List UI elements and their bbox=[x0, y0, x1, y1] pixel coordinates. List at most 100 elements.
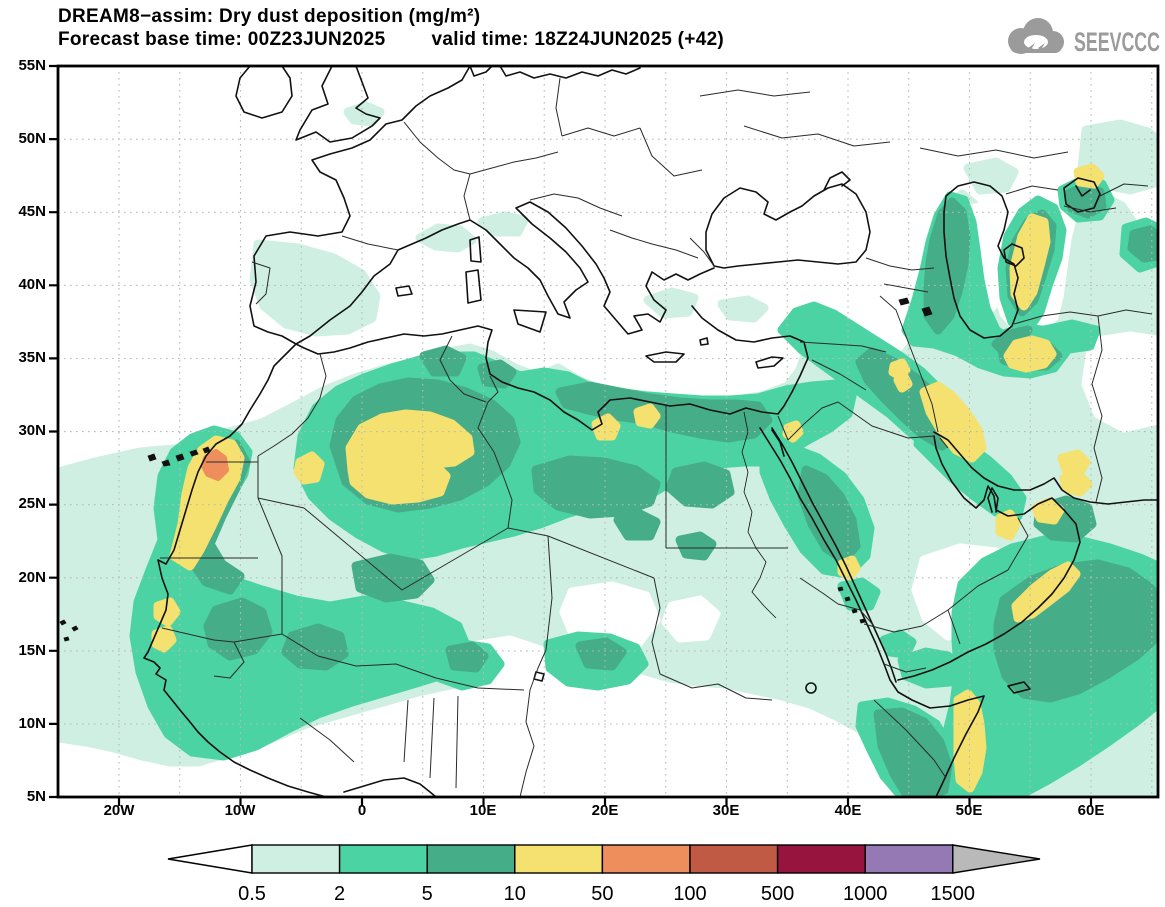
seevccc-logo: SEEVCCC bbox=[1008, 18, 1160, 57]
colorbar: 0.5 2 5 10 50 100 500 1000 1500 bbox=[167, 844, 1041, 905]
contour-blob bbox=[717, 295, 769, 323]
country-borders bbox=[160, 77, 1153, 797]
colorbar-label: 5 bbox=[422, 883, 433, 905]
colorbar-label: 100 bbox=[673, 883, 706, 905]
white-hole bbox=[1081, 331, 1158, 433]
valid-time: valid time: 18Z24JUN2025 (+42) bbox=[431, 29, 725, 50]
cape-verde-islands bbox=[59, 619, 79, 642]
cloud-icon-chevron bbox=[1038, 43, 1045, 53]
contour-blob bbox=[1011, 561, 1081, 623]
contour-blob bbox=[419, 345, 467, 377]
contour-blob bbox=[893, 373, 913, 393]
contour-blob bbox=[873, 707, 953, 797]
colorbar-label: 2 bbox=[334, 883, 345, 905]
contour-blob bbox=[1127, 225, 1158, 263]
coast-blacksea bbox=[705, 171, 871, 269]
colorbar-segment bbox=[601, 844, 691, 874]
contour-blob bbox=[477, 211, 529, 237]
lat-label-25n: 25N bbox=[18, 495, 46, 512]
lon-label-0: 0 bbox=[357, 802, 367, 819]
colorbar-segment bbox=[864, 844, 954, 874]
coast-europe bbox=[235, 66, 715, 345]
contour-blob bbox=[923, 197, 971, 335]
contour-blob bbox=[345, 409, 475, 505]
colorbar-segment bbox=[251, 844, 341, 874]
colorbar-label: 0.5 bbox=[238, 883, 266, 905]
colorbar-label: 50 bbox=[591, 883, 613, 905]
colorbar-under-arrow bbox=[167, 844, 253, 874]
borders-mideast bbox=[777, 183, 1153, 645]
chart-title: DREAM8−assim: Dry dust deposition (mg/m²… bbox=[58, 6, 481, 27]
lat-label-35n: 35N bbox=[18, 349, 46, 366]
contour-blob bbox=[995, 509, 1021, 541]
contour-blob bbox=[675, 531, 717, 561]
contour-blob bbox=[351, 553, 435, 603]
coast-mediterranean-africa bbox=[295, 305, 809, 431]
lat-label-15n: 15N bbox=[18, 642, 46, 659]
graticule-lines bbox=[58, 66, 1158, 797]
forecast-base-time: Forecast base time: 00Z23JUN2025 bbox=[58, 29, 386, 50]
lat-label-45n: 45N bbox=[18, 203, 46, 220]
nile-river bbox=[741, 411, 777, 619]
logo-text: SEEVCCC bbox=[1074, 27, 1160, 57]
contour-blob bbox=[897, 647, 965, 689]
colorbar-segment bbox=[776, 844, 866, 874]
contour-blob bbox=[888, 358, 911, 381]
lat-label-30n: 30N bbox=[18, 422, 46, 439]
colorbar-label: 1000 bbox=[843, 883, 888, 905]
contour-blob bbox=[991, 325, 1033, 357]
lon-label-50e: 50E bbox=[955, 802, 983, 819]
contour-blob bbox=[953, 689, 987, 793]
lon-label-20e: 20E bbox=[591, 802, 619, 819]
contour-blob bbox=[531, 455, 661, 519]
colorbar-label: 10 bbox=[504, 883, 526, 905]
lat-label-20n: 20N bbox=[18, 569, 46, 586]
graticule bbox=[58, 66, 1158, 797]
borders-africa bbox=[160, 335, 947, 797]
colorbar-over-arrow bbox=[952, 844, 1041, 874]
lon-label-40e: 40E bbox=[834, 802, 862, 819]
coast-arabia-iran bbox=[897, 431, 1158, 681]
contour-blob bbox=[415, 223, 477, 253]
contour-blob bbox=[249, 239, 381, 337]
map-frame bbox=[49, 64, 1160, 806]
borders-europe bbox=[251, 77, 1069, 305]
contour-blob bbox=[613, 509, 661, 541]
cloud-icon bbox=[1008, 18, 1064, 54]
dust-field-10-50 bbox=[151, 163, 1105, 793]
contour-blob bbox=[343, 101, 385, 127]
lat-label-10n: 10N bbox=[18, 715, 46, 732]
contour-blob bbox=[1031, 497, 1065, 525]
redsea-islets bbox=[837, 586, 866, 624]
coast-africa-atlantic bbox=[143, 343, 437, 797]
lon-label-60e: 60E bbox=[1077, 802, 1105, 819]
lon-label-30e: 30E bbox=[712, 802, 740, 819]
contour-blob bbox=[293, 451, 325, 485]
colorbar-label: 1500 bbox=[931, 883, 976, 905]
contour-blob bbox=[445, 641, 489, 673]
contour-blob bbox=[201, 449, 229, 481]
contour-blob bbox=[575, 637, 627, 671]
canary-islands bbox=[147, 446, 211, 467]
colorbar-label: 500 bbox=[761, 883, 794, 905]
lon-label-10w: 10W bbox=[224, 802, 256, 819]
lon-ticks bbox=[117, 797, 1093, 806]
coast-islands bbox=[395, 236, 1031, 694]
coast-caspian bbox=[943, 177, 1101, 339]
lon-label-20w: 20W bbox=[103, 802, 135, 819]
contour-blob bbox=[633, 403, 661, 429]
coastlines bbox=[143, 66, 1158, 797]
contour-blob bbox=[591, 413, 621, 441]
cloud-icon-chevron bbox=[1028, 43, 1035, 53]
contour-blob bbox=[1009, 213, 1051, 311]
contour-blob bbox=[1073, 163, 1105, 189]
contour-blob bbox=[203, 597, 273, 661]
contour-blob bbox=[665, 461, 735, 509]
contour-blob bbox=[1057, 449, 1091, 477]
lat-label-40n: 40N bbox=[18, 276, 46, 293]
colorbar-segment bbox=[426, 844, 516, 874]
contour-blob bbox=[643, 287, 699, 319]
lon-label-10e: 10E bbox=[469, 802, 497, 819]
